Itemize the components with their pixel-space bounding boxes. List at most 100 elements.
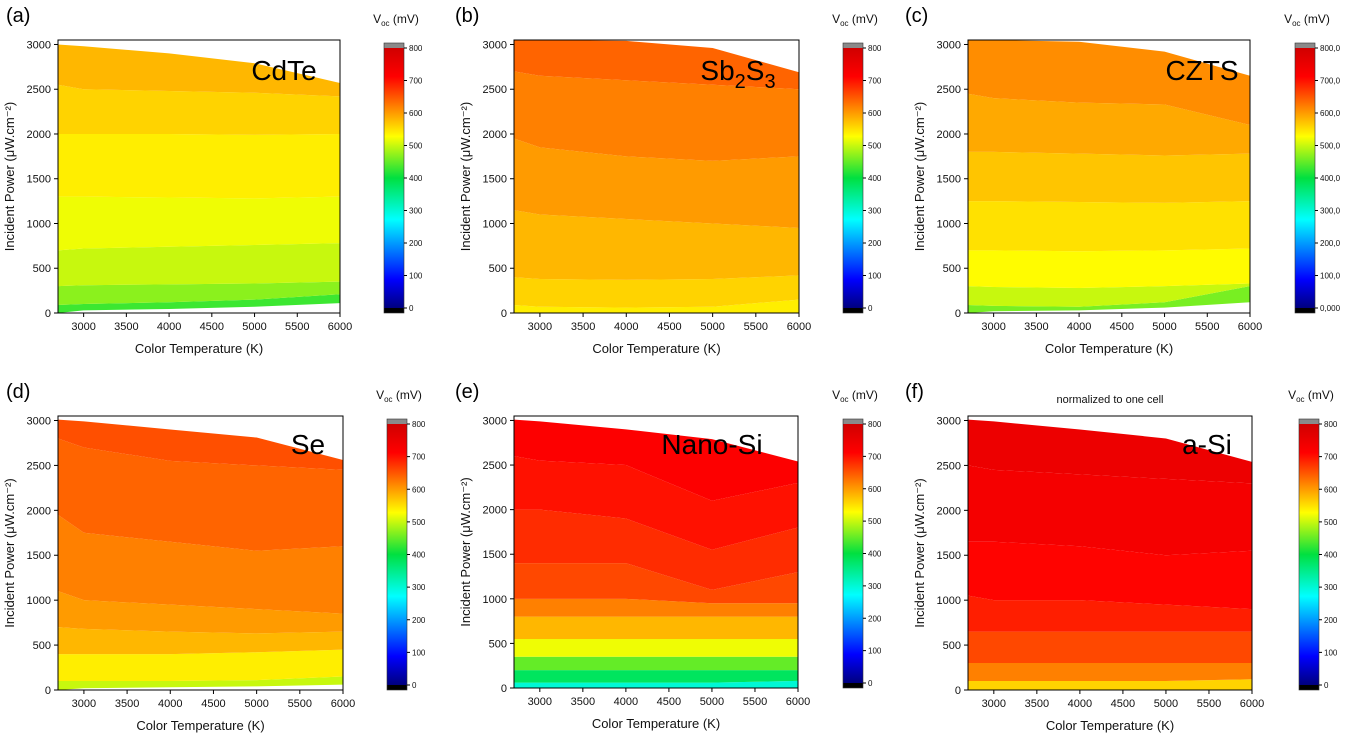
x-axis-title: Color Temperature (K) bbox=[136, 718, 264, 733]
x-tick-label: 5000 bbox=[1152, 321, 1176, 333]
colorbar-tick-label: 300 bbox=[868, 582, 882, 591]
colorbar-tick-label: 200 bbox=[868, 614, 882, 623]
y-tick-label: 0 bbox=[955, 685, 961, 697]
y-tick-label: 2000 bbox=[483, 505, 507, 517]
x-tick-label: 6000 bbox=[1240, 698, 1264, 710]
colorbar bbox=[843, 424, 863, 683]
x-tick-label: 4500 bbox=[200, 321, 224, 333]
panel-letter: (b) bbox=[455, 5, 479, 27]
contour-band-690 bbox=[968, 595, 1252, 632]
x-tick-label: 3000 bbox=[981, 321, 1005, 333]
colorbar-under-cap bbox=[384, 308, 404, 313]
contour-band-500 bbox=[968, 283, 1250, 307]
x-tick-label: 3000 bbox=[71, 321, 95, 333]
colorbar-over-cap bbox=[843, 419, 863, 424]
x-tick-label: 5500 bbox=[744, 321, 768, 333]
x-axis-title: Color Temperature (K) bbox=[1045, 341, 1173, 356]
colorbar-tick-label: 100 bbox=[868, 647, 882, 656]
colorbar-tick-label: 300,0 bbox=[1320, 207, 1341, 216]
colorbar-tick-label: 500 bbox=[412, 518, 426, 527]
colorbar-tick-label: 100 bbox=[409, 272, 423, 281]
contour-band-680 bbox=[514, 509, 798, 590]
colorbar-title: Voc (mV) bbox=[1284, 12, 1330, 28]
contour-band-520 bbox=[514, 638, 798, 657]
colorbar bbox=[843, 48, 863, 308]
x-tick-label: 5500 bbox=[1197, 698, 1221, 710]
panel-note: normalized to one cell bbox=[1056, 394, 1163, 406]
colorbar-over-cap bbox=[1299, 419, 1319, 424]
x-tick-label: 3500 bbox=[1024, 321, 1048, 333]
y-tick-label: 1500 bbox=[483, 174, 507, 186]
colorbar-tick-label: 700 bbox=[1324, 453, 1338, 462]
panel-letter: (f) bbox=[905, 381, 924, 403]
colorbar-tick-label: 0 bbox=[1324, 681, 1329, 690]
plot-frame bbox=[513, 415, 799, 689]
contour-band-660 bbox=[968, 631, 1252, 664]
colorbar-tick-label: 600 bbox=[868, 485, 882, 494]
contour-band-640 bbox=[58, 438, 343, 551]
y-tick-label: 1500 bbox=[27, 174, 51, 186]
material-label: a-Si bbox=[1182, 429, 1232, 460]
panel-letter: (e) bbox=[455, 381, 479, 403]
contour-band-500 bbox=[58, 676, 343, 690]
colorbar-tick-label: 800 bbox=[412, 420, 426, 429]
y-tick-label: 3000 bbox=[483, 39, 507, 51]
colorbar-tick-label: 400 bbox=[412, 551, 426, 560]
material-label: Sb2S3 bbox=[700, 55, 775, 93]
y-axis-title: Incident Power (μW.cm⁻²) bbox=[2, 478, 17, 627]
x-tick-label: 3500 bbox=[571, 696, 595, 708]
contour-band-580 bbox=[58, 44, 340, 97]
contour-band-580 bbox=[514, 210, 799, 280]
contour-band-590 bbox=[968, 93, 1250, 156]
x-tick-label: 3000 bbox=[982, 698, 1006, 710]
colorbar-tick-label: 0 bbox=[868, 304, 873, 313]
colorbar-tick-label: 600 bbox=[409, 109, 423, 118]
colorbar-tick-label: 500 bbox=[1324, 518, 1338, 527]
contour-band-520 bbox=[58, 196, 340, 251]
y-axis-title: Incident Power (μW.cm⁻²) bbox=[458, 477, 473, 626]
colorbar bbox=[384, 48, 404, 308]
colorbar-tick-label: 700 bbox=[868, 77, 882, 86]
y-tick-label: 2000 bbox=[27, 505, 51, 517]
x-tick-label: 5000 bbox=[1154, 698, 1178, 710]
x-tick-label: 4000 bbox=[158, 698, 182, 710]
colorbar-over-cap bbox=[384, 43, 404, 48]
y-tick-label: 1500 bbox=[27, 550, 51, 562]
colorbar-tick-label: 800 bbox=[868, 44, 882, 53]
colorbar-title: Voc (mV) bbox=[832, 388, 878, 404]
panel-b: 3000 3500 4000 4500 5000 5500 6000050010001500… bbox=[455, 5, 882, 356]
y-tick-label: 2500 bbox=[27, 460, 51, 472]
colorbar-tick-label: 500,0 bbox=[1320, 142, 1341, 151]
y-tick-label: 500 bbox=[33, 640, 51, 652]
contour-band-700 bbox=[514, 456, 798, 550]
colorbar-over-cap bbox=[1295, 43, 1315, 48]
y-tick-label: 2500 bbox=[937, 84, 961, 96]
contour-band-580 bbox=[514, 616, 798, 639]
x-tick-label: 6000 bbox=[787, 321, 811, 333]
y-tick-label: 500 bbox=[489, 263, 507, 275]
y-tick-label: 2500 bbox=[483, 84, 507, 96]
panel-letter: (d) bbox=[6, 381, 30, 403]
contour-band-470 bbox=[58, 281, 340, 305]
colorbar-tick-label: 400,0 bbox=[1320, 174, 1341, 183]
colorbar-tick-label: 700 bbox=[868, 452, 882, 461]
y-axis-title: Incident Power (μW.cm⁻²) bbox=[912, 102, 927, 251]
y-tick-label: 1000 bbox=[483, 218, 507, 230]
material-label: CZTS bbox=[1165, 55, 1238, 86]
panel-e: 3000 3500 4000 4500 5000 5500 6000050010001500… bbox=[455, 381, 882, 731]
y-tick-label: 1000 bbox=[937, 595, 961, 607]
y-tick-label: 0 bbox=[501, 308, 507, 320]
contour-band-640 bbox=[514, 40, 799, 90]
panel-c: 3000 3500 4000 4500 5000 5500 6000 0 500 1000 1500… bbox=[905, 5, 1341, 356]
y-tick-label: 2500 bbox=[27, 84, 51, 96]
colorbar-tick-label: 600 bbox=[1324, 485, 1338, 494]
y-tick-label: 0 bbox=[45, 308, 51, 320]
y-tick-label: 2000 bbox=[937, 129, 961, 141]
colorbar-tick-label: 600,0 bbox=[1320, 109, 1341, 118]
contour-band-570 bbox=[968, 151, 1250, 203]
x-tick-label: 4500 bbox=[201, 698, 225, 710]
x-tick-label: 5000 bbox=[244, 698, 268, 710]
x-tick-label: 5000 bbox=[242, 321, 266, 333]
colorbar-tick-label: 400 bbox=[1324, 551, 1338, 560]
colorbar bbox=[387, 424, 407, 685]
